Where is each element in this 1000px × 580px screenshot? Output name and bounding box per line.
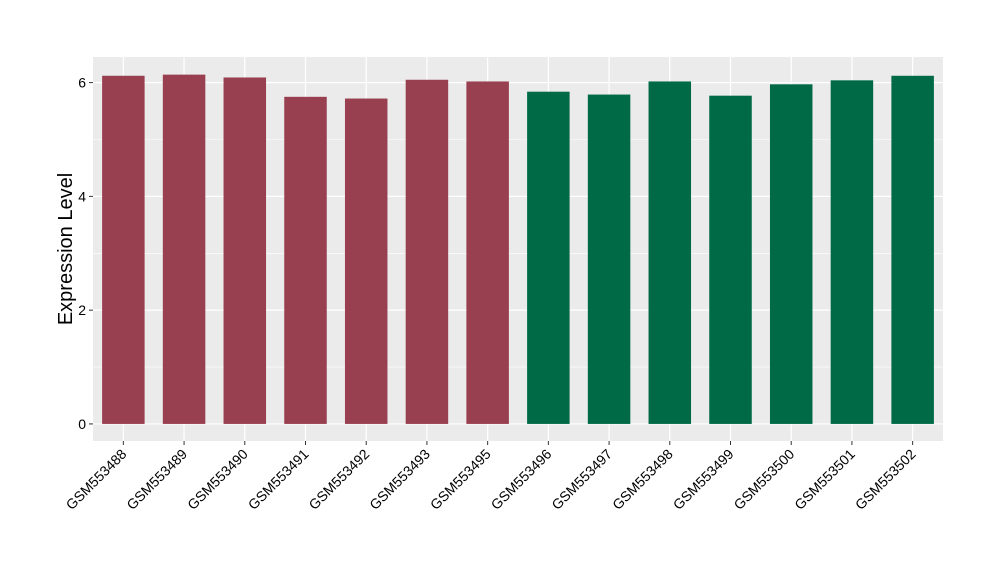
bar-GSM553498: [648, 81, 692, 424]
y-tick-label: 6: [78, 75, 86, 91]
bar-GSM553497: [587, 94, 631, 424]
bar-GSM553488: [102, 75, 145, 424]
bar-GSM553501: [830, 80, 874, 424]
bar-GSM553495: [466, 81, 509, 424]
x-tick-label: GSM553490: [184, 446, 251, 513]
y-tick-label: 0: [78, 416, 86, 432]
x-tick-label: GSM553501: [791, 446, 858, 513]
x-tick-label: GSM553496: [488, 446, 555, 513]
bar-GSM553502: [891, 75, 934, 424]
x-tick-label: GSM553493: [366, 446, 433, 513]
x-tick-label: GSM553498: [609, 446, 676, 513]
y-axis-title: Expression Level: [55, 173, 77, 325]
bar-GSM553499: [709, 95, 752, 424]
y-tick-label: 2: [78, 302, 86, 318]
x-tick-label: GSM553492: [305, 446, 372, 513]
bar-GSM553492: [344, 98, 388, 424]
plot-panel: [93, 57, 943, 441]
x-tick-label: GSM553499: [670, 446, 737, 513]
bars: [102, 74, 934, 424]
x-tick-label: GSM553497: [548, 446, 615, 513]
x-tick-label: GSM553502: [852, 446, 919, 513]
y-axis-ticks: 0 2 4 6: [78, 75, 93, 432]
bar-GSM553489: [162, 74, 206, 424]
x-tick-label: GSM553491: [245, 446, 312, 513]
bar-GSM553500: [769, 84, 813, 424]
bar-GSM553491: [284, 96, 327, 424]
x-tick-label: GSM553488: [63, 446, 130, 513]
x-tick-label: GSM553489: [123, 446, 190, 513]
x-tick-label: GSM553500: [730, 446, 797, 513]
bar-GSM553493: [405, 79, 449, 424]
bar-GSM553490: [223, 77, 267, 424]
y-tick-label: 4: [78, 188, 86, 204]
bar-GSM553496: [527, 91, 570, 424]
x-tick-label: GSM553495: [427, 446, 494, 513]
x-axis-ticks: GSM553488GSM553489GSM553490GSM553491GSM5…: [63, 441, 919, 513]
